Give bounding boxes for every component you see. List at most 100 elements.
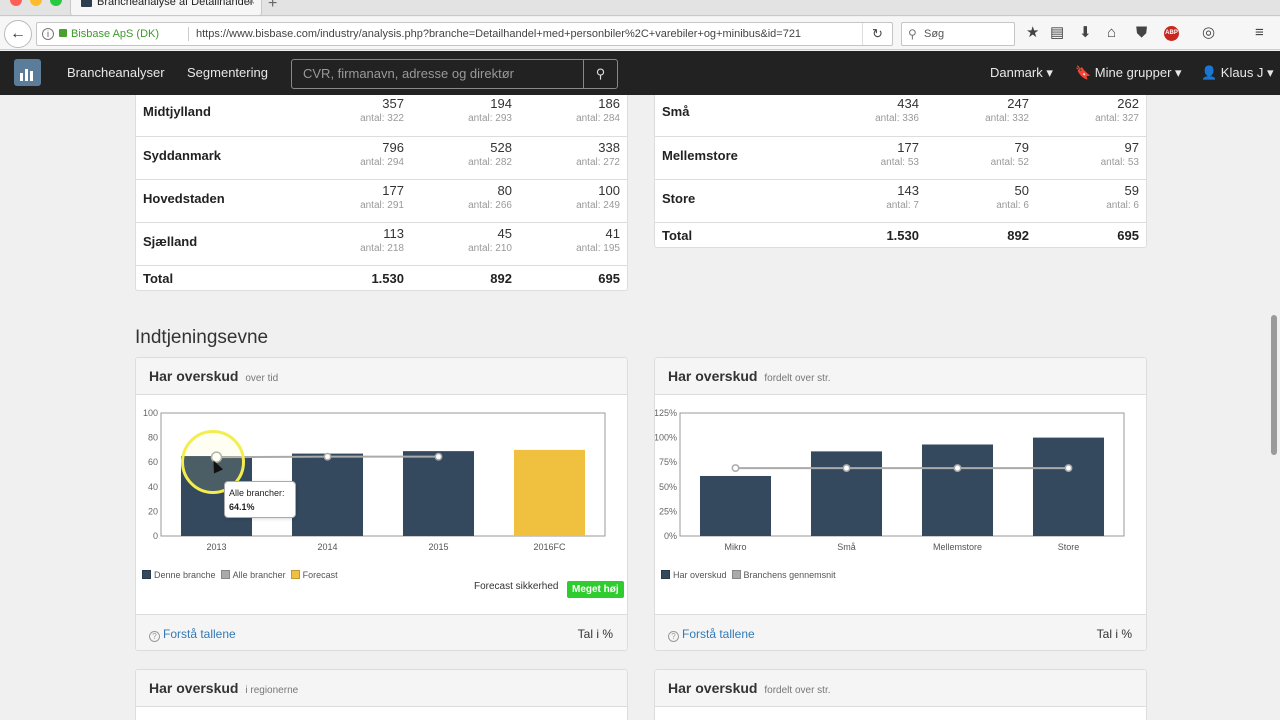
company-search-button[interactable]: ⚲ [583, 60, 617, 88]
download-icon[interactable]: ⬇ [1079, 24, 1092, 41]
section-title: Indtjeningsevne [135, 327, 269, 348]
line-point [434, 452, 443, 461]
reading-list-icon[interactable]: ▤ [1050, 24, 1065, 41]
legend-item[interactable]: Alle brancher [220, 570, 286, 580]
value: 528 [490, 140, 512, 155]
y-tick-label: 0 [153, 531, 158, 541]
tab-close-icon[interactable]: × [247, 0, 255, 8]
legend-item[interactable]: Har overskud [661, 570, 727, 580]
panel-title: Har overskud [668, 368, 758, 384]
chart-svg: 0 20 40 60 80 100 2013 2014 2015 2016FC [143, 408, 606, 552]
bar [513, 449, 586, 536]
window-minimize-dot[interactable] [30, 0, 42, 6]
profit-by-region-panel: Har overskud i regionerne [135, 669, 628, 720]
company-search[interactable]: CVR, firmanavn, adresse og direktør ⚲ [291, 59, 618, 89]
value: 50 [1014, 183, 1029, 198]
lock-icon [59, 29, 67, 37]
y-tick-label: 75% [659, 457, 677, 467]
value: 143 [897, 183, 919, 198]
nav-segmentering[interactable]: Segmentering [187, 65, 268, 80]
panel-header: Har overskud fordelt over str. [655, 670, 1146, 707]
line-point [953, 464, 962, 473]
reload-icon[interactable]: ↻ [862, 23, 892, 45]
value: 338 [598, 140, 620, 155]
link-label: Forstå tallene [163, 627, 236, 641]
understand-numbers-link[interactable]: ? Forstå tallene [149, 615, 236, 650]
browser-tab[interactable]: Brancheanalyse af Detailhandel × [70, 0, 262, 16]
plot-area [679, 412, 1125, 537]
y-tick-label: 40 [148, 482, 158, 492]
total-value: 695 [1117, 228, 1139, 243]
legend-label: Denne branche [154, 570, 216, 580]
tab-title: Brancheanalyse af Detailhandel [97, 0, 253, 8]
tooltip-label: Alle brancher: [229, 488, 285, 498]
groups-dropdown[interactable]: 🔖 Mine grupper ▾ [1075, 65, 1182, 80]
understand-numbers-link[interactable]: ? Forstå tallene [668, 615, 755, 650]
legend-swatch [142, 570, 151, 579]
chart-legend: Denne branche Alle brancher Forecast [142, 570, 338, 580]
panel-subtitle: fordelt over str. [764, 685, 831, 696]
panel-title: Har overskud [668, 680, 758, 696]
click-highlight-ring [181, 430, 245, 494]
legend-item[interactable]: Forecast [290, 570, 338, 580]
screenshot-icon[interactable]: ◎ [1202, 24, 1216, 41]
bar [402, 451, 475, 536]
browser-search-field[interactable]: ⚲ Søg [901, 22, 1015, 46]
value: 113 [383, 226, 404, 241]
count: antal: 7 [886, 200, 919, 211]
chart-by-size: 0% 25% 50% 75% 100% 125% Mikro Små Mellemstore St… [655, 408, 1146, 558]
home-icon[interactable]: ⌂ [1107, 24, 1117, 41]
panel-header: Har overskud fordelt over str. [655, 358, 1146, 395]
table-row: Sjælland 113 antal: 218 45 antal: 210 41… [136, 222, 627, 265]
legend-item[interactable]: Branchens gennemsnit [731, 570, 836, 580]
favicon-icon [81, 0, 92, 7]
row-label: Sjælland [143, 234, 198, 249]
page-scrollbar[interactable] [1271, 315, 1277, 455]
menu-icon[interactable]: ≡ [1255, 24, 1264, 41]
total-row: Total 1.530 892 695 [655, 222, 1146, 247]
url-text[interactable]: https://www.bisbase.com/industry/analysi… [196, 28, 802, 40]
x-tick-label: Store [1058, 542, 1080, 552]
count: antal: 327 [1095, 113, 1139, 124]
nav-brancheanalyser[interactable]: Brancheanalyser [67, 65, 165, 80]
y-tick-label: 80 [148, 433, 158, 443]
y-tick-label: 60 [148, 457, 158, 467]
total-value: 695 [598, 271, 620, 286]
line-point [1064, 464, 1073, 473]
info-icon[interactable]: i [42, 28, 54, 40]
count: antal: 291 [360, 200, 404, 211]
tooltip-value: 64.1% [229, 502, 255, 512]
chart-legend: Har overskud Branchens gennemsnit [661, 570, 836, 580]
url-separator [188, 27, 189, 41]
site-identity[interactable]: Bisbase ApS (DK) [71, 28, 160, 40]
value: 100 [598, 183, 620, 198]
new-tab-button[interactable]: + [268, 0, 278, 12]
adblock-icon[interactable]: ABP [1164, 26, 1179, 41]
value: 434 [897, 96, 919, 111]
bookmark-star-icon[interactable]: ★ [1026, 24, 1040, 41]
total-label: Total [662, 228, 693, 243]
company-search-input[interactable]: CVR, firmanavn, adresse og direktør [303, 66, 514, 81]
browser-toolbar: ← i Bisbase ApS (DK) https://www.bisbase… [0, 17, 1280, 50]
url-bar[interactable]: i Bisbase ApS (DK) https://www.bisbase.c… [36, 22, 893, 46]
row-label: Mellemstore [662, 148, 738, 163]
count: antal: 293 [468, 113, 512, 124]
table-row: Hovedstaden 177 antal: 291 80 antal: 266… [136, 179, 627, 222]
user-menu[interactable]: 👤 Klaus J ▾ [1201, 65, 1274, 80]
bisbase-logo[interactable] [14, 59, 41, 86]
window-close-dot[interactable] [10, 0, 22, 6]
country-dropdown[interactable]: Danmark ▾ [990, 65, 1053, 80]
x-tick-label: 2015 [428, 542, 448, 552]
back-button[interactable]: ← [4, 20, 32, 48]
total-value: 892 [1007, 228, 1029, 243]
question-icon: ? [149, 631, 160, 642]
value: 97 [1124, 140, 1139, 155]
unit-label: Tal i % [577, 627, 613, 641]
line-point [731, 464, 740, 473]
legend-item[interactable]: Denne branche [142, 570, 216, 580]
pocket-icon[interactable]: ⛊ [1136, 24, 1148, 41]
profit-over-time-panel: Har overskud over tid 0 20 40 60 80 100 2013 20… [135, 357, 628, 651]
page-content: Midtjylland 357 antal: 322 194 antal: 29… [0, 95, 1280, 720]
count: antal: 53 [1100, 157, 1139, 168]
window-maximize-dot[interactable] [50, 0, 62, 6]
